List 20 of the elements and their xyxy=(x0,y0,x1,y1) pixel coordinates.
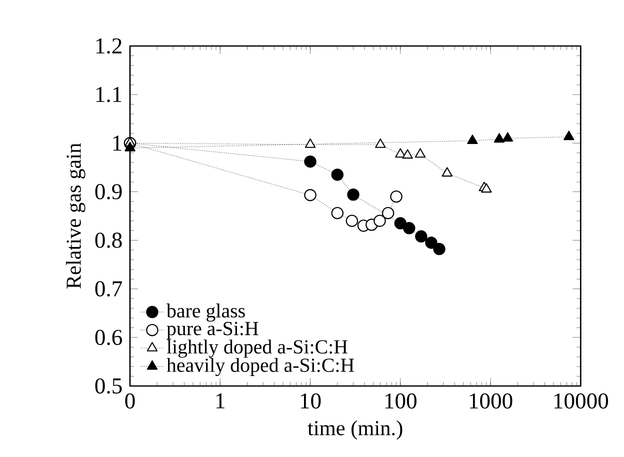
y-tick-label: 0.8 xyxy=(95,232,122,248)
x-tick-label: 10000 xyxy=(554,393,608,409)
x-tick-label: 1 xyxy=(216,393,224,408)
legend-label: heavily doped a-Si:C:H xyxy=(166,358,354,376)
y-tick-label: 0.5 xyxy=(95,378,122,394)
y-tick-label: 1.1 xyxy=(96,86,122,102)
x-tick-label: 1000 xyxy=(470,393,512,409)
y-axis-title: Relative gas gain xyxy=(66,143,86,289)
y-tick-label: 0.7 xyxy=(95,281,122,297)
y-tick-label: 0.6 xyxy=(95,330,122,346)
x-tick-label: 10 xyxy=(300,393,321,409)
y-tick-label: 1 xyxy=(113,136,122,151)
x-tick-label: 100 xyxy=(385,393,416,409)
legend-label: lightly doped a-Si:C:H xyxy=(166,340,348,358)
legend-label: pure a-Si:H xyxy=(166,322,258,340)
y-tick-label: 1.2 xyxy=(96,38,122,54)
x-axis-title: time (min.) xyxy=(308,420,402,440)
y-tick-label: 0.9 xyxy=(95,184,122,200)
legend-label: bare glass xyxy=(166,304,245,322)
x-tick-label: 0 xyxy=(125,393,135,409)
